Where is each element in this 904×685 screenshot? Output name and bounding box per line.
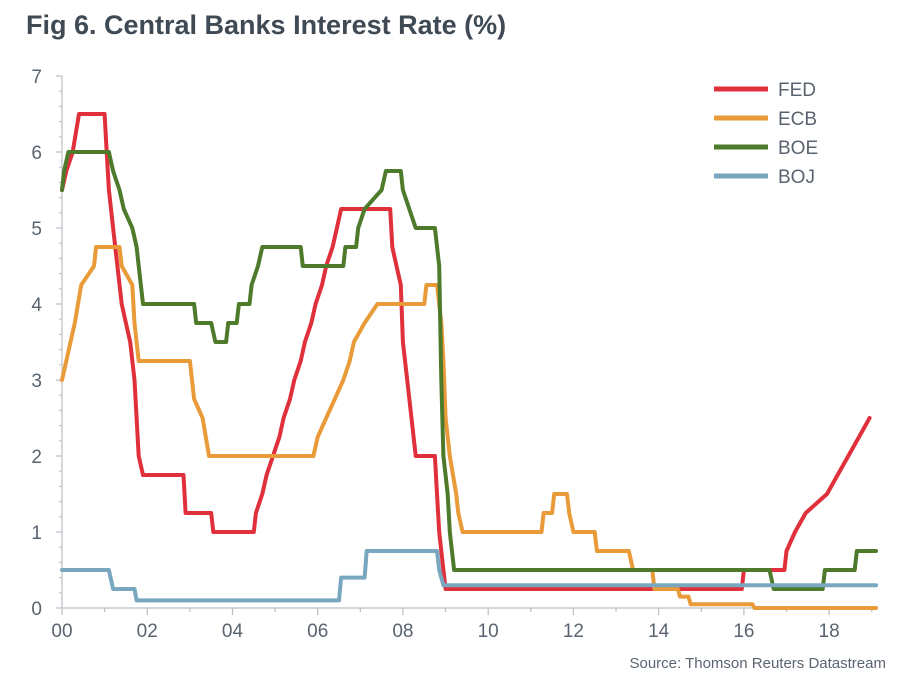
legend-label-boe: BOE [778,138,818,159]
x-tick-label: 14 [648,621,670,642]
series-line-ecb [60,245,878,610]
y-tick-label: 3 [31,371,42,392]
x-tick-label: 10 [478,621,499,642]
x-tick-label: 08 [392,621,413,642]
y-tick-label: 7 [31,67,42,88]
x-tick-label: 02 [137,621,158,642]
x-tick-label: 16 [733,621,754,642]
y-tick-label: 1 [31,523,42,544]
series-line-boj [60,549,878,603]
y-tick-label: 6 [31,143,42,164]
legend-label-fed: FED [778,80,816,101]
series-layer [60,112,878,610]
y-tick-label: 4 [31,295,42,316]
chart-title: Fig 6. Central Banks Interest Rate (%) [26,10,507,40]
series-line-fed [60,112,872,591]
x-tick-label: 06 [307,621,328,642]
x-tick-label: 00 [51,621,72,642]
x-tick-label: 18 [819,621,840,642]
y-tick-label: 5 [31,219,42,240]
legend-label-boj: BOJ [778,167,815,188]
source-note: Source: Thomson Reuters Datastream [629,655,886,672]
x-tick-label: 12 [563,621,584,642]
y-tick-label: 2 [31,447,42,468]
series-line-boe [60,150,878,591]
legend: FED ECB BOE BOJ [714,80,818,188]
legend-label-ecb: ECB [778,109,817,130]
y-tick-label: 0 [31,599,42,620]
x-tick-label: 04 [222,621,244,642]
